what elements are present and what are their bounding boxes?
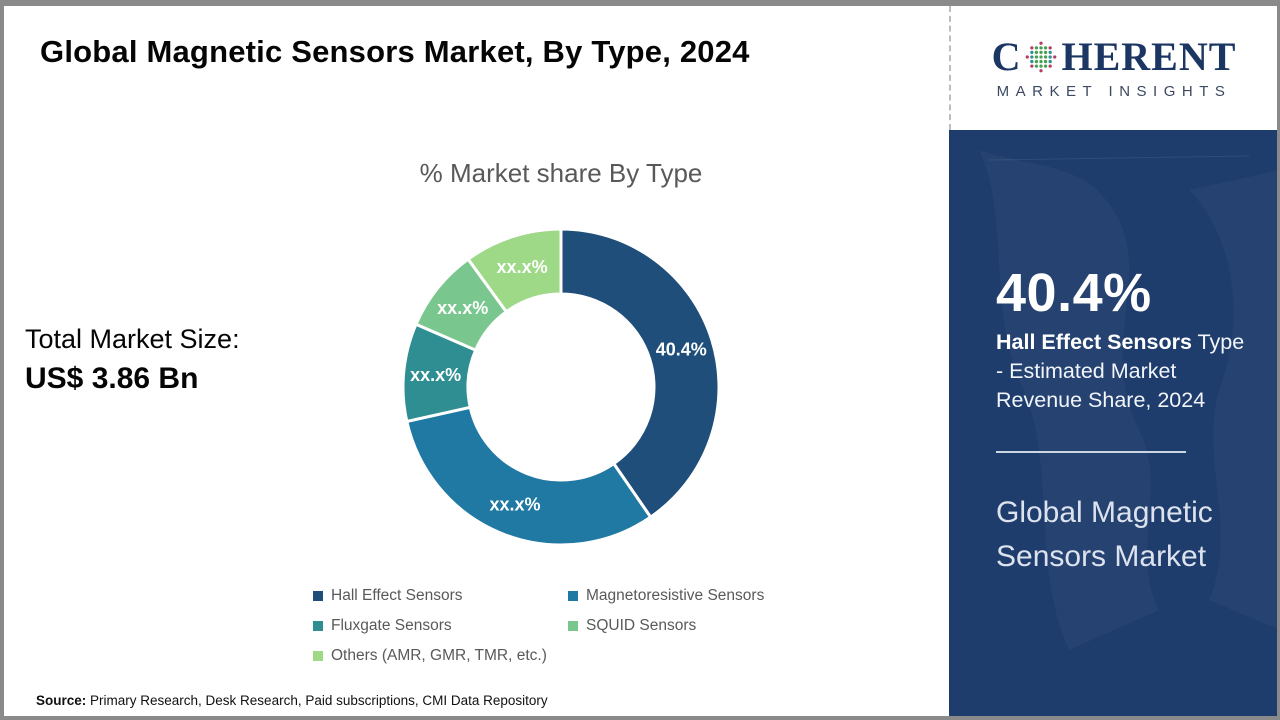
legend-item: Fluxgate Sensors (313, 616, 568, 636)
donut-chart: 40.4% xx.x% xx.x% xx.x% xx.x% (396, 222, 726, 552)
legend-swatch-icon (568, 621, 578, 631)
logo-letters-rest: HERENT (1061, 33, 1237, 79)
slice-label: xx.x% (437, 298, 488, 318)
source-text: Primary Research, Desk Research, Paid su… (86, 693, 548, 708)
donut-slice (405, 405, 653, 547)
slice-label: xx.x% (410, 365, 461, 385)
source-prefix: Source: (36, 693, 87, 708)
sidebar-report-title: Global Magnetic Sensors Market (996, 496, 1213, 573)
total-market-size-label: Total Market Size: (25, 324, 240, 354)
brand-logo-subtitle: MARKET INSIGHTS (996, 82, 1232, 100)
source-note: Source: Primary Research, Desk Research,… (36, 693, 548, 708)
legend-swatch-icon (313, 591, 323, 601)
donut-slice (466, 227, 563, 314)
brand-logo: C HERENT MARKET INSIGHTS (949, 6, 1277, 130)
legend-label: Hall Effect Sensors (331, 587, 463, 604)
chart-title: % Market share By Type (419, 158, 703, 188)
sidebar-stat-description: Hall Effect Sensors Type - Estimated Mar… (996, 328, 1248, 415)
total-market-size-block: Total Market Size: US$ 3.86 Bn (25, 324, 240, 396)
page-title: Global Magnetic Sensors Market, By Type,… (40, 34, 750, 69)
brand-logo-wordmark: C HERENT (991, 33, 1237, 79)
sidebar-stat-value: 40.4% (996, 263, 1152, 323)
donut-slice (559, 227, 721, 520)
sidebar-divider (996, 451, 1186, 453)
legend-label: Magnetoresistive Sensors (586, 587, 765, 604)
legend-label: SQUID Sensors (586, 617, 697, 634)
chart-legend: Hall Effect Sensors Magnetoresistive Sens… (313, 586, 853, 676)
legend-swatch-icon (313, 651, 323, 661)
legend-item: Others (AMR, GMR, TMR, etc.) (313, 646, 568, 666)
legend-item: SQUID Sensors (568, 616, 823, 636)
sidebar-stat-label-rest: Type - Estimated Market Revenue Share, 2… (996, 330, 1245, 412)
donut-chart-svg: 40.4% xx.x% xx.x% xx.x% xx.x% (401, 227, 721, 547)
slice-label: xx.x% (497, 257, 548, 277)
total-market-size-value: US$ 3.86 Bn (25, 362, 199, 395)
globe-logo-icon (1026, 41, 1057, 72)
logo-letter-c: C (991, 33, 1022, 79)
legend-item: Magnetoresistive Sensors (568, 586, 823, 606)
legend-swatch-icon (313, 621, 323, 631)
world-map-watermark (988, 155, 1250, 161)
highlight-sidebar: 40.4% Hall Effect Sensors Type - Estimat… (949, 130, 1280, 716)
legend-item: Hall Effect Sensors (313, 586, 568, 606)
legend-label: Fluxgate Sensors (331, 617, 452, 634)
slice-label: xx.x% (489, 494, 540, 514)
legend-label: Others (AMR, GMR, TMR, etc.) (331, 647, 547, 664)
legend-swatch-icon (568, 591, 578, 601)
sidebar-stat-segment-name: Hall Effect Sensors (996, 330, 1192, 354)
slice-label: 40.4% (656, 340, 707, 360)
